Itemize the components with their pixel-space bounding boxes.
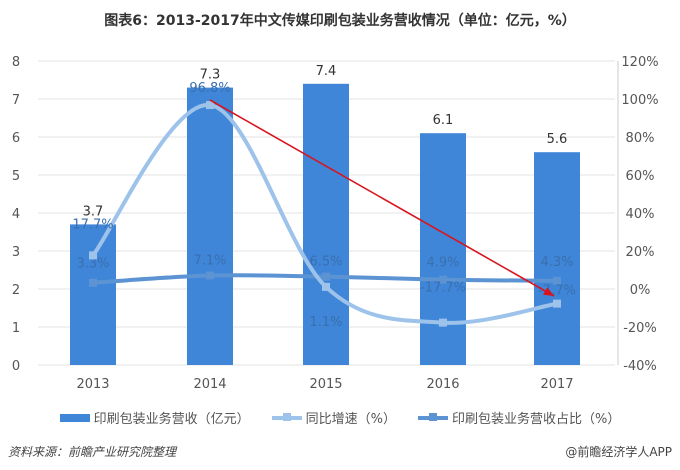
line-marker [206,101,214,110]
bar-label: 6.1 [433,113,454,128]
line-marker [439,275,447,284]
legend-item-share: 印刷包装业务营收占比（%） [418,408,620,427]
y-left-tick: 5 [12,169,20,184]
bar-label: 7.4 [316,64,337,79]
bar [70,224,116,365]
legend-swatch [59,413,90,422]
legend-item-growth: 同比增速（%） [271,408,396,427]
legend: 印刷包装业务营收（亿元） 同比增速（%） 印刷包装业务营收占比（%） [0,408,680,427]
y-left-tick: 4 [12,207,20,222]
x-tick: 2013 [76,377,109,392]
x-tick: 2017 [540,377,573,392]
line-marker [553,276,561,285]
line-label: -17.7% [420,281,466,296]
legend-label: 印刷包装业务营收占比（%） [452,412,621,427]
bar [534,152,580,365]
line-marker [322,282,330,291]
line-label: 7.1% [193,254,226,269]
legend-label: 印刷包装业务营收（亿元） [93,412,250,427]
y-left-tick: 2 [12,283,20,298]
legend-item-revenue: 印刷包装业务营收（亿元） [59,408,250,427]
x-tick: 2015 [309,377,342,392]
y-left-tick: 7 [12,93,20,108]
line-marker [439,318,447,327]
bar-label: 5.6 [547,132,568,147]
y-right-tick: 120% [621,55,658,70]
y-right-tick: 60% [626,169,655,184]
line-marker [553,299,561,308]
series-line [91,103,558,325]
y-left-tick: 6 [12,131,20,146]
x-tick: 2014 [193,377,226,392]
line-label: 3.3% [76,257,109,272]
line-label: 4.3% [540,255,573,270]
y-right-tick: 40% [626,207,655,222]
y-left-tick: 1 [12,321,20,336]
legend-swatch [418,412,448,421]
y-left-tick: 0 [12,359,20,374]
legend-label: 同比增速（%） [305,412,396,427]
line-label: 96.8% [189,81,230,96]
arrow-head [543,287,554,296]
y-right-tick: -40% [623,359,657,374]
line-label: 6.5% [309,255,342,270]
y-right-tick: 80% [626,131,655,146]
line-marker [322,272,330,281]
line-label: -7.7% [538,284,576,299]
bar [303,83,349,366]
line-marker [89,251,97,260]
chart-title: 图表6：2013-2017年中文传媒印刷包装业务营收情况（单位：亿元，%） [104,13,576,29]
line-marker [206,271,214,280]
trend-arrow [209,99,555,297]
bar-label: 3.7 [83,204,104,219]
y-right-tick: 100% [621,93,658,108]
line-label: 1.1% [309,315,342,330]
y-right-tick: 20% [626,245,655,260]
y-right-tick: 0% [630,283,651,298]
credit: @前瞻经济学人APP [565,445,672,459]
x-tick: 2016 [426,377,459,392]
line-label: 4.9% [426,256,459,271]
bar [187,87,233,365]
line-marker [89,278,97,287]
source-note: 资料来源：前瞻产业研究院整理 [8,445,177,459]
bar [420,133,466,365]
y-left-tick: 8 [12,55,20,70]
bar-label: 7.3 [200,68,221,83]
legend-swatch [271,412,302,421]
line-label: 17.7% [72,217,113,232]
y-left-tick: 3 [12,245,20,260]
y-right-tick: -20% [623,321,657,336]
